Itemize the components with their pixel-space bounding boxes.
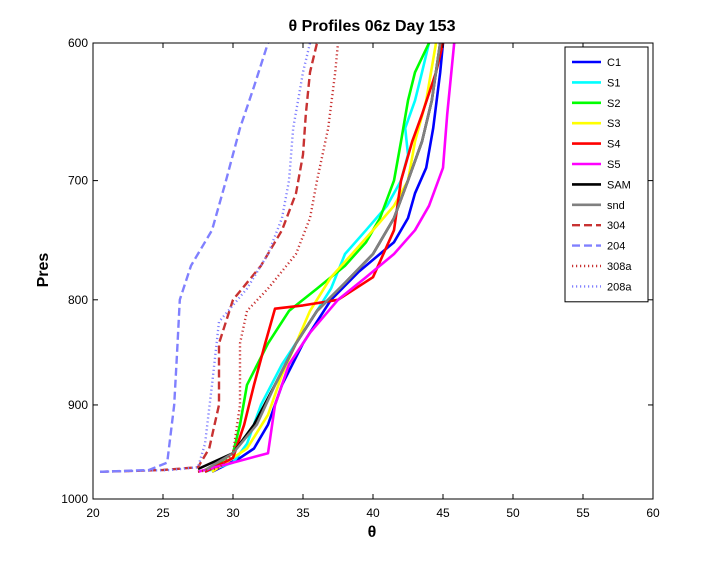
legend-label-204: 204 bbox=[607, 241, 625, 253]
legend-label-s4: S4 bbox=[607, 139, 620, 151]
x-tick-label: 50 bbox=[506, 506, 520, 520]
x-tick-label: 55 bbox=[576, 506, 590, 520]
x-tick-label: 35 bbox=[296, 506, 310, 520]
legend-label-s5: S5 bbox=[607, 159, 620, 171]
series-line-s2 bbox=[204, 42, 431, 473]
legend: C1 S1 S2 S3 S4 S5 SAM snd 304 204 308a 208a bbox=[564, 46, 649, 303]
tick-layer: 20 25 30 35 40 45 50 55 60 600 700 800 900 1000 bbox=[61, 36, 660, 520]
x-axis-label: θ bbox=[368, 524, 377, 541]
series-line-c1 bbox=[211, 42, 445, 473]
series-line-s3 bbox=[211, 42, 438, 473]
series-layer bbox=[99, 42, 456, 474]
y-axis-label: Pres bbox=[35, 253, 52, 288]
series-line-snd bbox=[204, 42, 442, 472]
legend-label-snd: snd bbox=[607, 200, 625, 212]
series-line-208a bbox=[99, 42, 312, 473]
series-line-204 bbox=[99, 42, 270, 473]
x-tick-label: 40 bbox=[366, 506, 380, 520]
x-tick-label: 45 bbox=[436, 506, 450, 520]
legend-label-c1: C1 bbox=[607, 57, 621, 69]
chart-title: θ Profiles 06z Day 153 bbox=[289, 18, 456, 35]
y-tick-label: 1000 bbox=[61, 492, 88, 506]
x-tick-label: 20 bbox=[86, 506, 100, 520]
x-tick-label: 60 bbox=[646, 506, 660, 520]
legend-label-304: 304 bbox=[607, 220, 625, 232]
x-tick-label: 30 bbox=[226, 506, 240, 520]
legend-box bbox=[564, 46, 649, 303]
series-line-s5 bbox=[197, 42, 456, 474]
legend-label-208a: 208a bbox=[607, 281, 632, 293]
x-tick-label: 25 bbox=[156, 506, 170, 520]
y-tick-label: 900 bbox=[68, 398, 88, 412]
legend-label-s3: S3 bbox=[607, 118, 620, 130]
y-tick-label: 800 bbox=[68, 293, 88, 307]
legend-label-s2: S2 bbox=[607, 98, 620, 110]
series-line-304 bbox=[99, 42, 319, 473]
y-tick-label: 600 bbox=[68, 36, 88, 50]
legend-label-sam: SAM bbox=[607, 179, 631, 191]
y-tick-label: 700 bbox=[68, 174, 88, 188]
legend-label-308a: 308a bbox=[607, 261, 632, 273]
legend-label-s1: S1 bbox=[607, 77, 620, 89]
